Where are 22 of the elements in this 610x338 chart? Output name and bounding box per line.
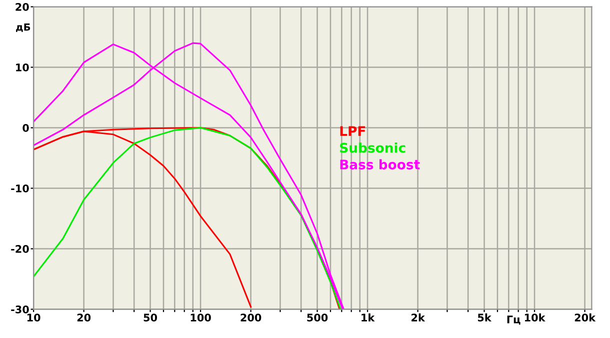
x-tick-label: 500 [307,314,328,322]
x-tick-label: 200 [240,314,262,322]
x-tick-label: 100 [190,314,211,322]
x-tick-label: 20 [77,314,91,322]
text: Subsonic [340,142,406,153]
y-tick-label: 0 [22,124,29,132]
x-tick-label: 5k [478,313,492,322]
x-tick-label: 10k [524,313,546,322]
text: LPF [340,126,366,136]
y-tick-label: -10 [11,184,29,192]
y-tick-label: 20 [16,2,29,11]
x-axis-title: Гц [507,316,520,325]
x-tick-label: 2k [412,313,426,322]
x-tick-label: 20k [574,313,596,322]
x-tick-label: 10 [27,314,40,322]
x-tick-label: 50 [144,314,158,322]
y-tick-label: -20 [11,244,29,253]
y-tick-label: -30 [11,305,29,314]
y-tick-label: 10 [16,63,29,72]
x-tick-label: 1k [362,313,375,322]
text: Bass boost [340,159,420,170]
y-axis-title: дБ [16,24,30,32]
